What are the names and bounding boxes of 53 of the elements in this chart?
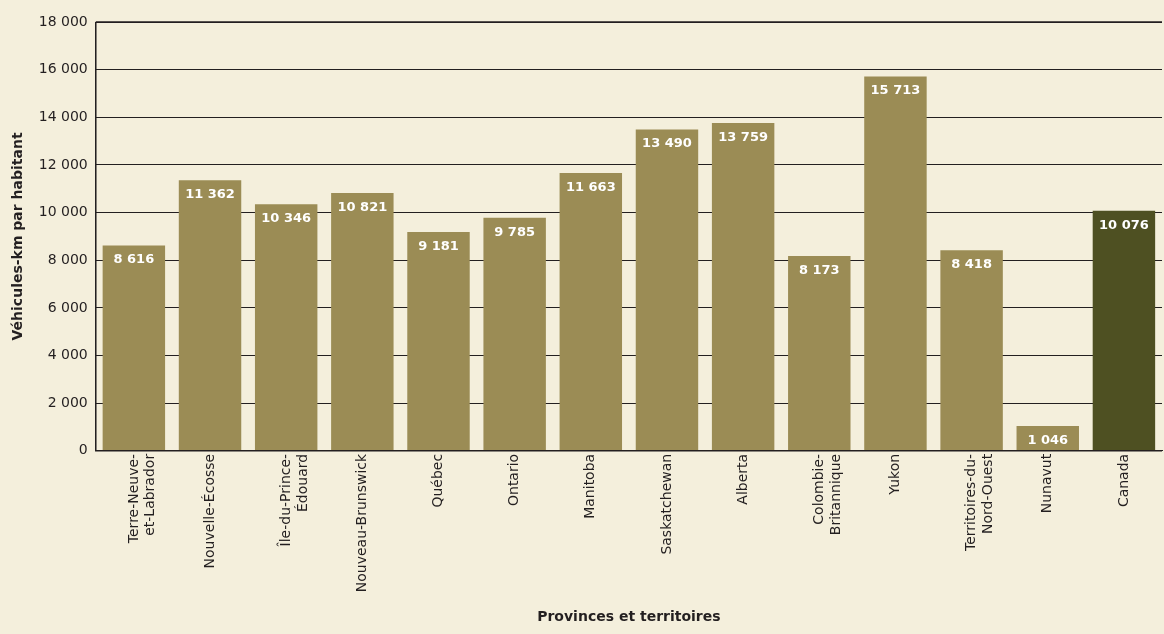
data-label: 9 785 [494, 223, 536, 239]
data-label: 8 418 [951, 256, 992, 272]
y-tick-label: 6 000 [47, 298, 88, 315]
x-tick-label: Nouvelle-Écosse [200, 453, 217, 569]
bar [864, 76, 927, 451]
bar [788, 256, 851, 451]
bar [1092, 210, 1156, 451]
x-tick-label: Saskatchewan [657, 453, 674, 555]
data-label: 8 616 [113, 251, 155, 267]
x-axis-title: Provinces et territoires [537, 608, 721, 625]
y-tick-label: 2 000 [47, 393, 88, 410]
x-tick-label: Territoires-du- Nord-Ouest [962, 453, 996, 552]
x-tick-label: Nunavut [1038, 453, 1055, 514]
data-label: 8 173 [798, 262, 840, 277]
x-tick-label: Ontario [505, 453, 522, 507]
bar [559, 172, 623, 451]
bar [178, 180, 242, 451]
y-tick-label: 16 000 [38, 60, 88, 77]
bar [254, 204, 318, 451]
bar [635, 129, 699, 451]
data-label: 10 821 [337, 198, 388, 214]
data-label: 10 076 [1099, 216, 1149, 232]
data-label: 13 759 [718, 128, 769, 144]
x-tick-label: Colombie- Britannique [809, 453, 843, 536]
bar [102, 245, 166, 451]
y-tick-label: 8 000 [47, 250, 88, 267]
y-tick-label: 10 000 [38, 203, 88, 220]
bar [331, 193, 394, 451]
data-label: 13 490 [642, 135, 692, 151]
y-axis-title: Véhicules-km par habitant [9, 132, 26, 341]
x-tick-label: Île-du-Prince- Édouard [275, 453, 310, 548]
x-tick-label: Manitoba [581, 453, 598, 519]
x-tick-label: Alberta [733, 453, 750, 505]
x-tick-label: Terre-Neuve- et-Labrador [124, 453, 158, 545]
x-tick-label: Yukon [886, 453, 903, 496]
y-tick-label: 0 [78, 441, 88, 458]
x-tick-label: Canada [1114, 453, 1131, 508]
data-label: 1 046 [1027, 431, 1069, 447]
bar [940, 250, 1003, 451]
y-tick-label: 12 000 [38, 155, 88, 172]
x-tick-label: Nouveau-Brunswick [352, 452, 369, 593]
bar [407, 232, 470, 451]
data-label: 9 181 [418, 237, 459, 253]
bar [711, 123, 775, 451]
data-label: 10 346 [261, 210, 312, 226]
data-label: 15 713 [870, 82, 921, 98]
y-tick-label: 4 000 [47, 346, 88, 363]
y-tick-label: 18 000 [38, 12, 88, 29]
x-tick-label: Québec [429, 453, 446, 508]
data-label: 11 663 [565, 178, 616, 194]
y-tick-label: 14 000 [38, 107, 88, 124]
bar [483, 217, 546, 451]
data-label: 11 362 [185, 186, 235, 202]
